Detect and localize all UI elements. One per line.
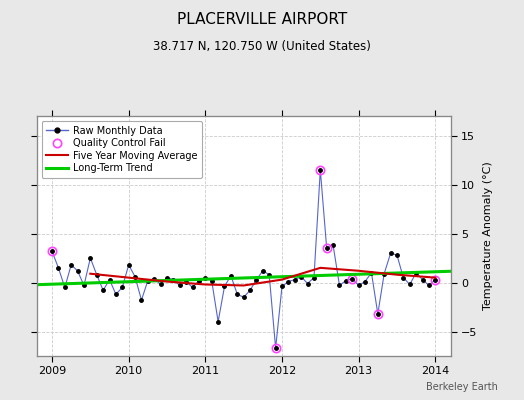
- Text: PLACERVILLE AIRPORT: PLACERVILLE AIRPORT: [177, 12, 347, 27]
- Text: Berkeley Earth: Berkeley Earth: [426, 382, 498, 392]
- Y-axis label: Temperature Anomaly (°C): Temperature Anomaly (°C): [483, 162, 493, 310]
- Legend: Raw Monthly Data, Quality Control Fail, Five Year Moving Average, Long-Term Tren: Raw Monthly Data, Quality Control Fail, …: [41, 121, 202, 178]
- Text: 38.717 N, 120.750 W (United States): 38.717 N, 120.750 W (United States): [153, 40, 371, 53]
